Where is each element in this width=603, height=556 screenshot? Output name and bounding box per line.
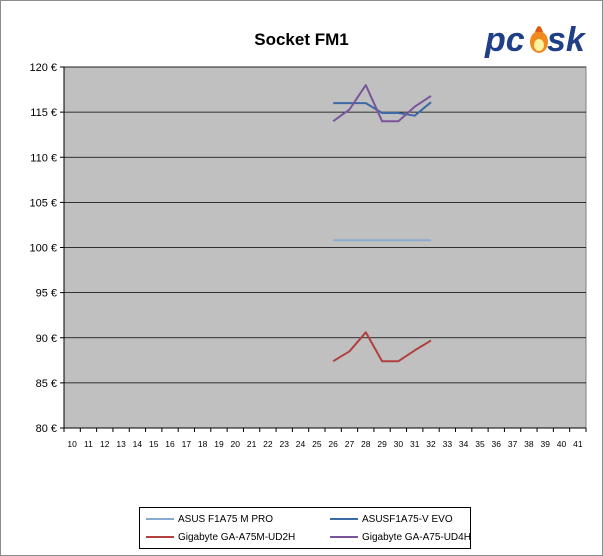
x-tick-label: 10 (67, 439, 77, 449)
y-tick-label: 90 € (36, 333, 57, 345)
chart-legend: ASUS F1A75 M PRO ASUSF1A75-V EVO Gigabyte … (139, 507, 471, 549)
x-tick-label: 12 (100, 439, 110, 449)
x-tick-label: 32 (426, 439, 436, 449)
x-tick-label: 34 (459, 439, 469, 449)
y-tick-label: 85 € (36, 378, 57, 390)
y-tick-label: 110 € (30, 152, 57, 164)
x-tick-label: 36 (492, 439, 502, 449)
x-tick-label: 40 (557, 439, 567, 449)
x-tick-label: 23 (279, 439, 289, 449)
x-tick-label: 41 (573, 439, 583, 449)
series-line (333, 101, 432, 117)
x-tick-label: 28 (361, 439, 371, 449)
x-tick-label: 31 (410, 439, 420, 449)
x-tick-label: 21 (247, 439, 257, 449)
y-tick-label: 95 € (36, 288, 57, 300)
y-tick-label: 120 € (29, 62, 57, 74)
legend-swatch (146, 518, 174, 520)
svg-text:pc: pc (484, 21, 525, 59)
y-tick-label: 100 € (29, 243, 57, 255)
x-tick-label: 20 (231, 439, 241, 449)
x-tick-label: 39 (540, 439, 550, 449)
x-tick-label: 30 (394, 439, 404, 449)
x-tick-label: 35 (475, 439, 485, 449)
legend-item: ASUSF1A75-V EVO (330, 510, 453, 528)
legend-swatch (330, 518, 358, 520)
chart-title: Socket FM1 (254, 30, 349, 49)
x-tick-label: 24 (296, 439, 306, 449)
x-tick-label: 37 (508, 439, 518, 449)
x-tick-label: 19 (214, 439, 224, 449)
y-tick-label: 115 € (30, 107, 57, 119)
x-tick-label: 27 (345, 439, 355, 449)
x-tick-label: 38 (524, 439, 534, 449)
x-tick-label: 26 (328, 439, 338, 449)
pcask-logo: pc sk (484, 21, 587, 59)
x-tick-label: 18 (198, 439, 208, 449)
series-line (332, 331, 432, 363)
legend-label: Gigabyte GA-A75M-UD2H (178, 531, 296, 543)
y-tick-label: 80 € (36, 423, 57, 435)
y-tick-label: 105 € (29, 197, 57, 209)
legend-swatch (330, 536, 358, 538)
svg-text:sk: sk (547, 21, 587, 59)
legend-item: ASUS F1A75 M PRO (146, 510, 273, 528)
legend-label: Gigabyte GA-A75-UD4H (362, 531, 471, 543)
x-tick-label: 25 (312, 439, 322, 449)
x-tick-label: 29 (377, 439, 387, 449)
x-tick-label: 22 (263, 439, 273, 449)
legend-item: Gigabyte GA-A75-UD4H (330, 528, 471, 546)
legend-item: Gigabyte GA-A75M-UD2H (146, 528, 295, 546)
legend-swatch (146, 536, 174, 538)
legend-label: ASUSF1A75-V EVO (362, 513, 453, 525)
legend-label: ASUS F1A75 M PRO (178, 513, 274, 525)
x-tick-label: 14 (133, 439, 143, 449)
x-tick-label: 17 (182, 439, 192, 449)
x-tick-label: 33 (443, 439, 453, 449)
x-tick-label: 16 (165, 439, 175, 449)
x-tick-label: 13 (116, 439, 126, 449)
series-line (332, 84, 432, 123)
x-tick-label: 11 (84, 439, 93, 449)
x-tick-label: 15 (149, 439, 159, 449)
